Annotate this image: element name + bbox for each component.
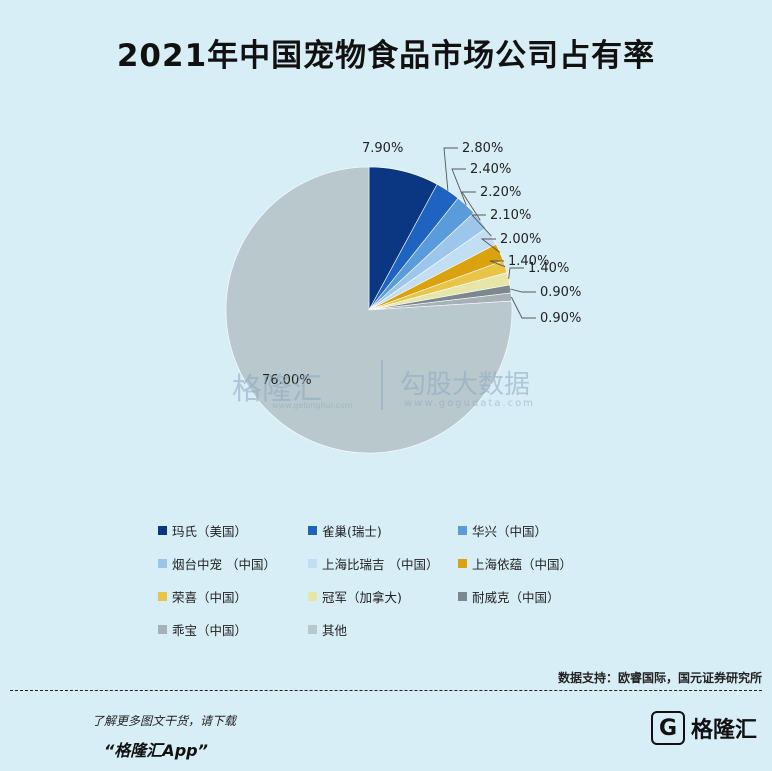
legend-item: 耐威克（中国） (458, 588, 608, 605)
legend-item: 乖宝（中国） (158, 621, 308, 638)
legend-label: 上海依蕴（中国） (472, 556, 573, 572)
leader-line (510, 288, 536, 293)
legend-label: 烟台中宠 （中国） (172, 556, 276, 572)
data-label: 76.00% (262, 373, 312, 388)
legend-label: 荣喜（中国） (172, 589, 248, 605)
legend-item: 上海比瑞吉 （中国） (308, 555, 458, 572)
legend-label: 其他 (322, 622, 348, 638)
data-label: 2.80% (462, 141, 503, 156)
data-label: 1.40% (528, 261, 569, 276)
data-label: 7.90% (362, 141, 403, 156)
watermark-gelonghui: 格隆汇 (232, 372, 322, 407)
legend-label: 华兴（中国） (472, 523, 548, 539)
leader-line (470, 214, 492, 237)
data-label: 0.90% (540, 285, 581, 300)
data-label: 2.40% (470, 162, 511, 177)
legend-item: 荣喜（中国） (158, 588, 308, 605)
legend-swatch (458, 591, 467, 601)
leader-line (461, 191, 481, 221)
pie-chart: 7.90% 2.80% 2.40% 2.20% 2.10% 2.00% 1.40%1.40%… (225, 141, 581, 454)
chart-title: 2021年中国宠物食品市场公司占有率 (116, 38, 656, 74)
chart-legend: 玛氏（美国） 雀巢(瑞士) 华兴（中国） 烟台中宠 （中国） 上海比瑞吉 （中国） 上海依… (158, 522, 608, 638)
leader-line (508, 267, 524, 279)
leader-line (489, 260, 506, 268)
promo-app-name: “格隆汇App” (104, 741, 208, 760)
legend-label: 玛氏（美国） (172, 523, 248, 539)
legend-label: 雀巢(瑞士) (322, 523, 382, 539)
gelonghui-logo[interactable]: G 格隆汇 (651, 711, 757, 745)
legend-swatch (458, 525, 467, 535)
data-label: 2.10% (490, 208, 531, 223)
leader-line (510, 296, 536, 319)
data-label: 2.20% (480, 185, 521, 200)
leader-line (451, 168, 467, 206)
legend-item: 冠军（加拿大) (308, 588, 458, 605)
legend-swatch (308, 525, 317, 535)
legend-swatch (158, 558, 167, 568)
legend-item: 华兴（中国） (458, 522, 608, 539)
data-source: 数据支持：欧睿国际，国元证券研究所 (557, 671, 762, 685)
data-label: 0.90% (540, 311, 581, 326)
legend-swatch (308, 624, 317, 634)
legend-swatch (158, 591, 167, 601)
legend-swatch (308, 558, 317, 568)
legend-swatch (158, 525, 167, 535)
legend-item: 上海依蕴（中国） (458, 555, 608, 572)
leader-line (443, 147, 458, 191)
legend-label: 耐威克（中国） (472, 589, 560, 605)
legend-label: 冠军（加拿大) (322, 589, 402, 605)
legend-item: 玛氏（美国） (158, 522, 308, 539)
data-label: 1.40% (508, 254, 549, 269)
legend-swatch (458, 558, 467, 568)
watermark-gogudata: 勾股大数据 (400, 370, 531, 400)
logo-mark-icon: G (651, 711, 685, 745)
legend-item: 烟台中宠 （中国） (158, 555, 308, 572)
watermark-gogudata-url: www.gogudata.com (404, 398, 536, 409)
legend-item: 雀巢(瑞士) (308, 522, 458, 539)
legend-swatch (158, 624, 167, 634)
logo-text: 格隆汇 (691, 718, 758, 743)
watermark-divider (381, 360, 383, 410)
promo-text: 了解更多图文干货，请下载 (92, 714, 237, 728)
dashed-divider (10, 690, 762, 691)
legend-label: 乖宝（中国） (172, 622, 248, 638)
watermark-gelonghui-url: www.gelonghui.com (272, 401, 353, 410)
legend-item: 其他 (308, 621, 458, 638)
leader-line (480, 238, 501, 253)
pie-slice (225, 166, 513, 454)
legend-swatch (308, 591, 317, 601)
legend-label: 上海比瑞吉 （中国） (322, 556, 439, 572)
data-label: 2.00% (500, 232, 541, 247)
